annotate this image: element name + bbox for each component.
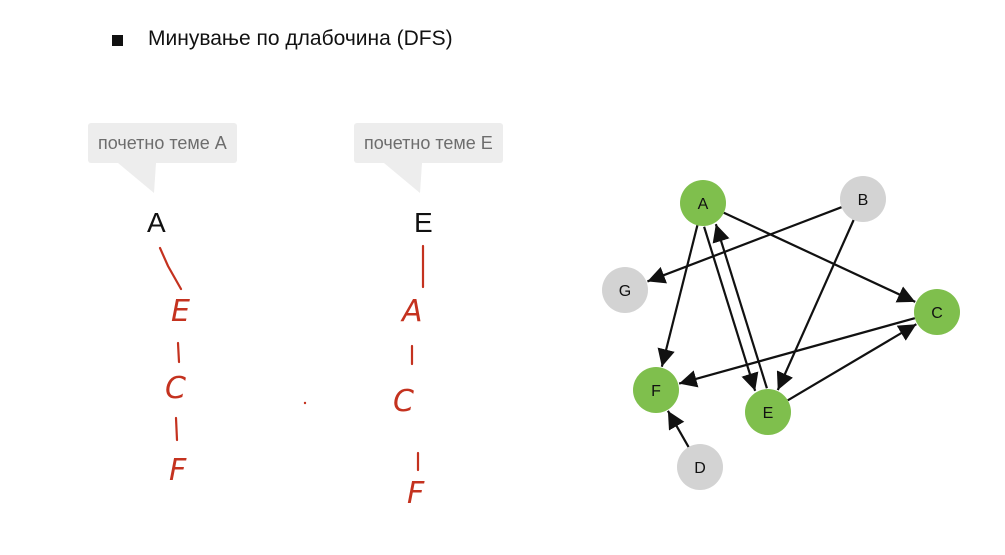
node-b-circle	[840, 176, 886, 222]
bullet-square-icon	[112, 35, 123, 46]
traversal-e-step-2: C	[393, 384, 414, 419]
edge-e-a	[712, 223, 768, 389]
edge-a-e	[703, 226, 759, 392]
edge-a-c	[723, 211, 916, 303]
traversal-a-step-1: E	[171, 294, 190, 329]
edge-b-e	[776, 219, 855, 391]
edge-d-f	[666, 410, 690, 448]
node-f-label: F	[651, 383, 661, 400]
edge-a-f	[657, 225, 699, 367]
node-d-circle	[677, 444, 723, 490]
node-d-label: D	[694, 460, 706, 477]
callout-start-e: почетно теме E	[354, 123, 503, 163]
slide-bullet: Минување по длабочина (DFS)	[112, 27, 453, 51]
callout-start-a: почетно теме A	[88, 123, 237, 163]
node-a: A	[680, 180, 726, 226]
slide-heading: Минување по длабочина (DFS)	[148, 27, 453, 50]
node-d: D	[677, 444, 723, 490]
traversal-a-start: A	[147, 207, 166, 238]
node-b: B	[840, 176, 886, 222]
node-c-label: C	[931, 305, 943, 322]
traversal-a-step-2: C	[165, 371, 186, 406]
node-e-circle	[745, 389, 791, 435]
node-c: C	[914, 289, 960, 335]
node-a-circle	[680, 180, 726, 226]
node-a-label: A	[698, 196, 709, 213]
edge-c-f	[678, 317, 916, 388]
node-g: G	[602, 267, 648, 313]
node-f: F	[633, 367, 679, 413]
edge-b-g	[647, 206, 842, 284]
node-c-circle	[914, 289, 960, 335]
node-e: E	[745, 389, 791, 435]
node-e-label: E	[763, 405, 774, 422]
traversal-e-step-3: F	[407, 476, 425, 511]
node-f-circle	[633, 367, 679, 413]
traversal-e-step-1: A	[402, 294, 423, 329]
node-b-label: B	[858, 192, 869, 209]
node-g-label: G	[619, 283, 631, 300]
edge-e-c	[787, 323, 917, 402]
node-g-circle	[602, 267, 648, 313]
traversal-a-step-3: F	[169, 453, 187, 488]
traversal-e-start: E	[414, 207, 433, 238]
